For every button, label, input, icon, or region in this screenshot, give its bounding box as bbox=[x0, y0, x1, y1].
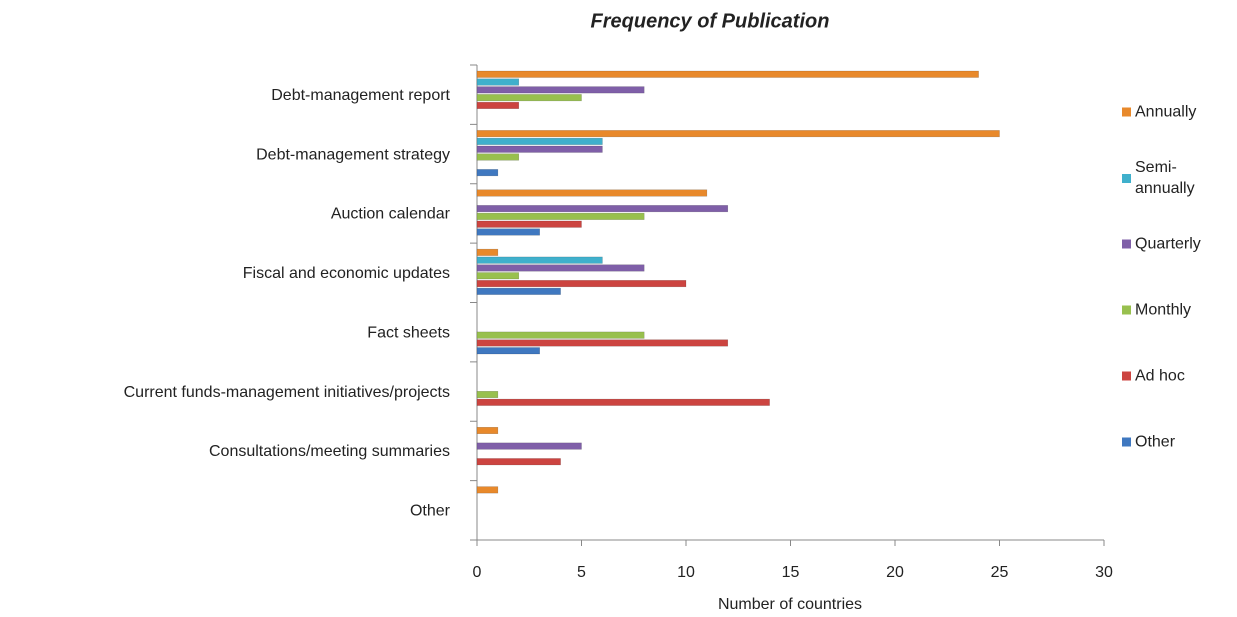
bar bbox=[476, 264, 645, 272]
bar bbox=[476, 442, 582, 450]
bar bbox=[476, 427, 499, 434]
legend-label: Other bbox=[1135, 433, 1176, 451]
bar bbox=[476, 287, 561, 295]
legend-item: Ad hoc bbox=[1122, 366, 1217, 387]
legend-label: Semi-annually bbox=[1135, 159, 1195, 197]
y-tick-label: Other bbox=[410, 503, 451, 520]
bar bbox=[476, 169, 499, 177]
bar bbox=[476, 189, 708, 197]
y-tick-label: Current funds-management initiatives/pro… bbox=[124, 384, 450, 401]
x-tick-label: 25 bbox=[991, 564, 1009, 581]
x-tick-label: 10 bbox=[677, 564, 695, 581]
bar bbox=[476, 486, 499, 494]
bar bbox=[476, 391, 499, 399]
bar bbox=[476, 248, 499, 256]
bar bbox=[476, 256, 603, 264]
legend-swatch bbox=[1122, 371, 1131, 381]
legend-label: Ad hoc bbox=[1135, 367, 1185, 385]
x-tick-label: 30 bbox=[1095, 564, 1113, 581]
bar bbox=[476, 220, 582, 228]
legend-item: Semi-annually bbox=[1122, 157, 1217, 199]
legend-swatch bbox=[1122, 305, 1131, 315]
legend-swatch bbox=[1122, 107, 1131, 117]
legend-label: Quarterly bbox=[1135, 235, 1201, 253]
bar bbox=[476, 101, 520, 109]
bar bbox=[476, 272, 520, 280]
legend-swatch bbox=[1122, 239, 1131, 249]
bar bbox=[476, 205, 729, 213]
y-tick-label: Fact sheets bbox=[367, 324, 450, 341]
y-tick-label: Auction calendar bbox=[331, 206, 451, 223]
bar bbox=[476, 94, 582, 102]
legend-label: Monthly bbox=[1135, 301, 1192, 319]
bar bbox=[476, 86, 645, 94]
bar bbox=[476, 137, 603, 145]
chart-title: Frequency of Publication bbox=[591, 10, 830, 32]
x-tick-label: 15 bbox=[782, 564, 800, 581]
bar bbox=[476, 280, 687, 288]
bar bbox=[476, 398, 770, 406]
bar bbox=[476, 228, 540, 236]
bar bbox=[476, 458, 561, 466]
y-tick-label: Consultations/meeting summaries bbox=[209, 443, 450, 460]
bar bbox=[476, 145, 603, 153]
x-tick-label: 0 bbox=[473, 564, 482, 581]
bar bbox=[476, 70, 979, 78]
y-tick-label: Debt-management strategy bbox=[256, 146, 450, 163]
x-tick-label: 5 bbox=[577, 564, 586, 581]
legend-label: Annually bbox=[1135, 103, 1197, 121]
y-tick-label: Fiscal and economic updates bbox=[243, 265, 450, 282]
x-axis-label: Number of countries bbox=[718, 596, 862, 613]
y-tick-label: Debt-management report bbox=[271, 87, 450, 104]
x-tick-label: 20 bbox=[886, 564, 904, 581]
bar bbox=[476, 339, 729, 347]
bar bbox=[476, 331, 645, 339]
bar bbox=[476, 153, 520, 161]
legend-item: Other bbox=[1122, 432, 1217, 453]
bar bbox=[476, 130, 1000, 138]
legend-swatch bbox=[1122, 437, 1131, 447]
bar bbox=[476, 78, 520, 86]
bar bbox=[476, 212, 645, 220]
legend-swatch bbox=[1122, 173, 1131, 183]
bar bbox=[476, 347, 540, 355]
legend-item: Quarterly bbox=[1122, 234, 1217, 255]
legend-item: Annually bbox=[1122, 102, 1217, 123]
legend-item: Monthly bbox=[1122, 300, 1217, 321]
